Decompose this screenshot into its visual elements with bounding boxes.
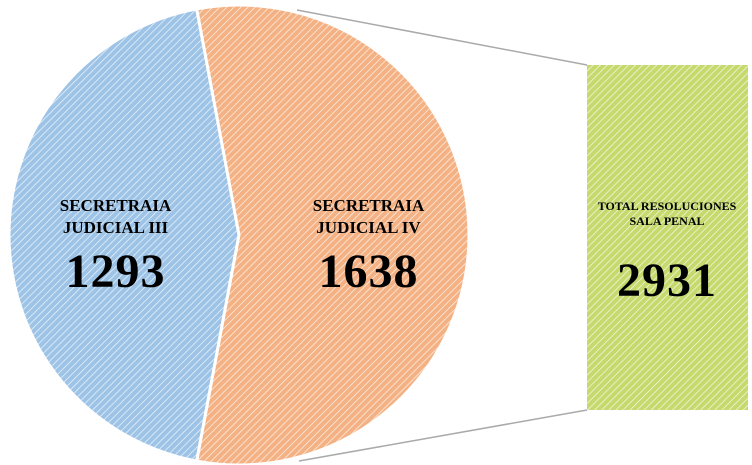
pie-slice: [7, 7, 241, 463]
slice-value-label: 1638: [318, 245, 419, 298]
slice-category-label: SECRETRAIA JUDICIAL IV: [312, 196, 425, 237]
pie-slice: [194, 3, 471, 465]
slice-category-label: SECRETRAIA JUDICIAL III: [59, 196, 172, 237]
slice-value-label: 1293: [65, 245, 166, 298]
total-bar: [587, 65, 748, 410]
connector-line: [298, 409, 588, 462]
total-value-label: 2931: [617, 254, 717, 307]
connector-line: [296, 9, 588, 66]
total-label: TOTAL RESOLUCIONES SALA PENAL: [597, 199, 737, 228]
